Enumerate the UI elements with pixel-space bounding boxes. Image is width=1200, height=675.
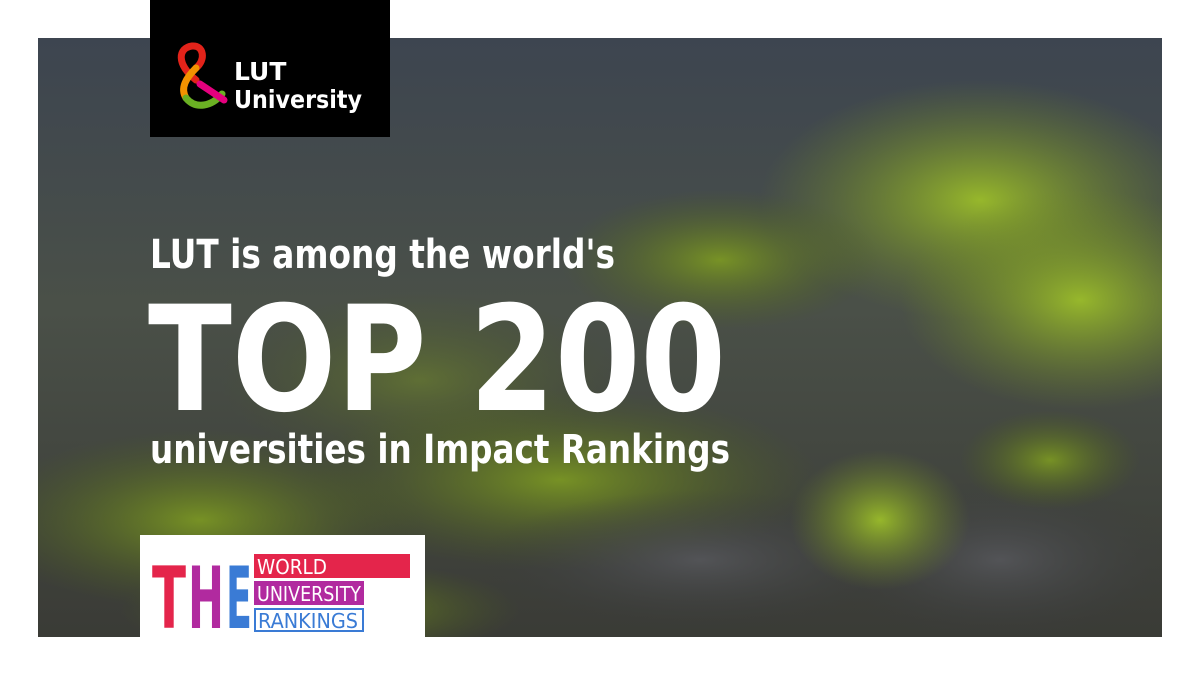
badge-letter: T <box>152 549 186 649</box>
logo-text: LUT <box>234 57 286 86</box>
badge-text: UNIVERSITY <box>257 582 362 606</box>
badge-bar <box>254 554 410 578</box>
badge-text: WORLD <box>257 555 327 579</box>
badge-letter: H <box>188 549 224 649</box>
badge-letter: E <box>226 549 252 649</box>
badge-bar <box>254 608 364 632</box>
headline-main: TOP 200 <box>148 275 726 445</box>
logo-box <box>150 0 390 137</box>
logo-text: University <box>234 85 362 114</box>
headline-outro: universities in Impact Rankings <box>150 427 730 473</box>
logo-mark <box>177 42 228 109</box>
headline-intro: LUT is among the world's <box>150 232 615 278</box>
badge-text: RANKINGS <box>258 609 358 633</box>
badge-bar <box>254 581 364 605</box>
